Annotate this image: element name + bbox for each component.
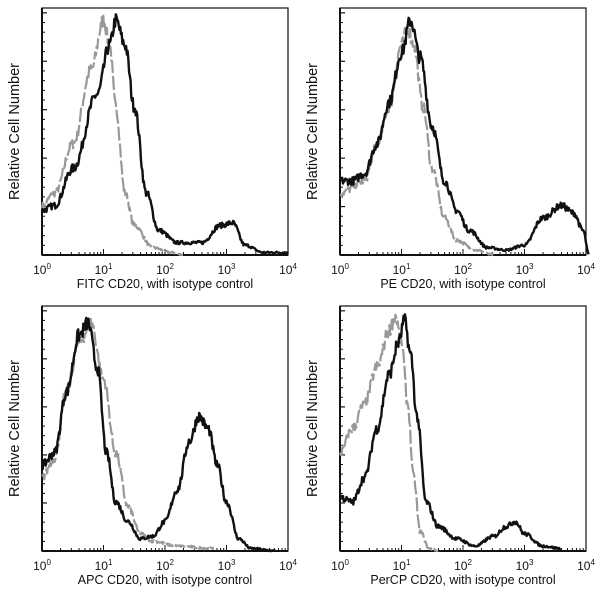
y-axis-label: Relative Cell Number [305,360,321,497]
tick-exponent: 0 [46,558,51,567]
x-axis-label: APC CD20, with isotype control [78,573,252,587]
isotype-control-histogram [338,313,439,553]
tick-base: 10 [95,263,109,277]
x-tick-label: 100 [33,262,51,277]
tick-base: 10 [516,559,530,573]
stained-histogram [40,316,276,553]
tick-base: 10 [393,263,407,277]
tick-base: 10 [279,263,293,277]
tick-base: 10 [393,559,407,573]
isotype-control-histogram [339,25,494,257]
x-tick-label: 100 [33,558,51,573]
tick-base: 10 [577,559,591,573]
tick-base: 10 [454,263,468,277]
tick-exponent: 4 [292,262,297,271]
tick-base: 10 [279,559,293,573]
tick-exponent: 4 [590,262,595,271]
stained-histogram [338,16,590,255]
tick-base: 10 [577,263,591,277]
x-tick-label: 104 [279,558,297,573]
x-tick-label: 104 [577,262,595,277]
x-tick-label: 101 [393,558,411,573]
y-axis-label: Relative Cell Number [7,360,23,497]
tick-exponent: 0 [344,262,349,271]
y-axis-label: Relative Cell Number [305,63,321,200]
x-axis-label: FITC CD20, with isotype control [77,277,253,291]
x-tick-label: 102 [454,558,472,573]
tick-exponent: 2 [467,262,472,271]
tick-exponent: 1 [108,262,113,271]
tick-exponent: 4 [590,558,595,567]
stained-histogram [338,313,562,551]
tick-base: 10 [331,559,345,573]
isotype-control-histogram [41,317,215,551]
x-tick-label: 101 [393,262,411,277]
tick-base: 10 [95,559,109,573]
tick-exponent: 0 [46,262,51,271]
tick-exponent: 0 [344,558,349,567]
x-tick-label: 103 [516,262,534,277]
x-tick-label: 101 [95,558,113,573]
tick-base: 10 [156,263,170,277]
tick-exponent: 1 [406,262,411,271]
x-tick-label: 103 [218,262,236,277]
tick-base: 10 [33,263,47,277]
x-tick-label: 100 [331,558,349,573]
isotype-control-histogram [40,14,184,257]
x-tick-label: 101 [95,262,113,277]
x-tick-label: 100 [331,262,349,277]
tick-base: 10 [454,559,468,573]
tick-base: 10 [218,263,232,277]
stained-histogram [40,13,289,255]
tick-base: 10 [331,263,345,277]
x-tick-label: 104 [279,262,297,277]
y-axis-label: Relative Cell Number [7,63,23,200]
tick-exponent: 2 [169,558,174,567]
tick-base: 10 [516,263,530,277]
tick-exponent: 3 [529,262,534,271]
tick-exponent: 1 [406,558,411,567]
tick-exponent: 3 [529,558,534,567]
x-axis-label: PerCP CD20, with isotype control [370,573,555,587]
tick-base: 10 [33,559,47,573]
tick-exponent: 2 [467,558,472,567]
tick-exponent: 3 [231,262,236,271]
x-tick-label: 103 [218,558,236,573]
x-tick-label: 102 [156,558,174,573]
tick-base: 10 [156,559,170,573]
x-tick-label: 102 [454,262,472,277]
x-tick-label: 104 [577,558,595,573]
tick-exponent: 3 [231,558,236,567]
tick-exponent: 2 [169,262,174,271]
tick-exponent: 1 [108,558,113,567]
tick-base: 10 [218,559,232,573]
x-tick-label: 103 [516,558,534,573]
tick-exponent: 4 [292,558,297,567]
x-tick-label: 102 [156,262,174,277]
x-axis-label: PE CD20, with isotype control [380,277,545,291]
